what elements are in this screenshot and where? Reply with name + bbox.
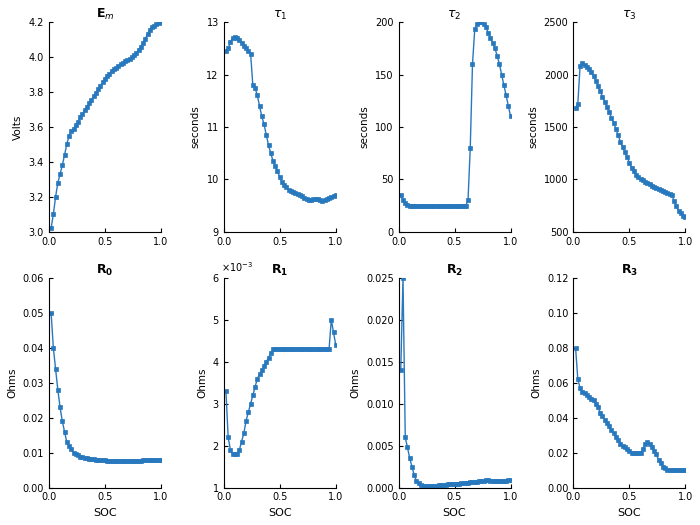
Y-axis label: seconds: seconds	[360, 106, 370, 148]
Y-axis label: Ohms: Ohms	[197, 368, 207, 398]
Y-axis label: seconds: seconds	[528, 106, 538, 148]
X-axis label: SOC: SOC	[268, 508, 291, 518]
X-axis label: SOC: SOC	[442, 508, 466, 518]
Title: $\tau_2$: $\tau_2$	[447, 9, 461, 22]
Title: E$_m$: E$_m$	[96, 7, 114, 22]
Title: $\tau_1$: $\tau_1$	[272, 9, 287, 22]
Title: $\mathbf{R_3}$: $\mathbf{R_3}$	[621, 263, 638, 278]
X-axis label: SOC: SOC	[617, 508, 641, 518]
Title: $\mathbf{R_1}$: $\mathbf{R_1}$	[271, 263, 288, 278]
X-axis label: SOC: SOC	[93, 508, 117, 518]
Y-axis label: Volts: Volts	[13, 114, 23, 140]
Text: $\times 10^{-3}$: $\times 10^{-3}$	[221, 260, 253, 274]
Y-axis label: Ohms: Ohms	[350, 368, 360, 398]
Y-axis label: seconds: seconds	[191, 106, 201, 148]
Title: $\mathbf{R_2}$: $\mathbf{R_2}$	[446, 263, 463, 278]
Y-axis label: Ohms: Ohms	[531, 368, 541, 398]
Title: $\mathbf{R_0}$: $\mathbf{R_0}$	[96, 263, 113, 278]
Y-axis label: Ohms: Ohms	[7, 368, 17, 398]
Title: $\tau_3$: $\tau_3$	[622, 9, 636, 22]
